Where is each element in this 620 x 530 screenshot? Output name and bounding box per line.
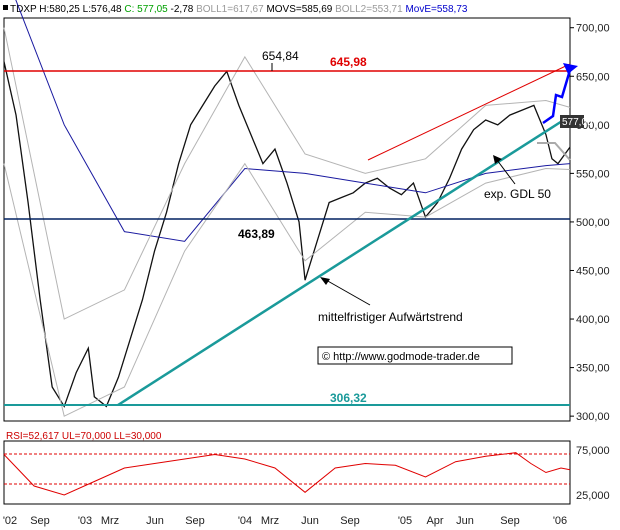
header-close: C: 577,05 bbox=[124, 4, 168, 15]
rsi-y-tick-label: 25,000 bbox=[576, 490, 610, 502]
rsi-y-tick-label: 75,000 bbox=[576, 445, 610, 457]
y-tick-label: 450,00 bbox=[576, 265, 610, 277]
x-tick-label: '04 bbox=[238, 515, 252, 527]
header-square-icon bbox=[3, 5, 8, 10]
gray-projection bbox=[537, 142, 571, 161]
x-axis: '02 Sep '03 Mrz Jun Sep '04 Mrz Jun Sep '05 Apr Jun S… bbox=[3, 515, 567, 527]
y-tick-label: 650,00 bbox=[576, 71, 610, 83]
y-tick-label: 600,00 bbox=[576, 120, 610, 132]
high-label: 654,84 bbox=[262, 49, 299, 63]
header-movs: MOVS=585,69 bbox=[266, 4, 332, 15]
header-high: H:580,25 bbox=[39, 4, 80, 15]
trend-pointer bbox=[325, 279, 371, 306]
header-low: L:576,48 bbox=[83, 4, 122, 15]
x-tick-label: '03 bbox=[78, 515, 92, 527]
x-tick-label: '05 bbox=[398, 515, 412, 527]
x-tick-label: Sep bbox=[30, 515, 50, 527]
header: TDXP H:580,25 L:576,48 C: 577,05 -2,78 B… bbox=[3, 4, 468, 15]
rsi-y-axis: 25,000 75,000 bbox=[576, 445, 610, 502]
y-tick-label: 500,00 bbox=[576, 217, 610, 229]
trend-pointer-arrowhead-icon bbox=[320, 277, 330, 285]
header-boll1: BOLL1=617,67 bbox=[196, 4, 264, 15]
x-tick-label: Jun bbox=[301, 515, 319, 527]
x-tick-label: '06 bbox=[553, 515, 567, 527]
x-tick-label: Sep bbox=[185, 515, 205, 527]
trend-label: mittelfristiger Aufwärtstrend bbox=[318, 310, 463, 324]
header-change: -2,78 bbox=[171, 4, 194, 15]
y-axis: 300,00 350,00 400,00 450,00 500,00 550,00 600,… bbox=[570, 23, 610, 423]
x-tick-label: Sep bbox=[340, 515, 360, 527]
copyright-text: © http://www.godmode-trader.de bbox=[322, 351, 480, 363]
projection-arrow bbox=[542, 69, 572, 125]
last-price-badge bbox=[560, 115, 584, 128]
series-move-line bbox=[15, 0, 571, 242]
y-tick-label: 300,00 bbox=[576, 411, 610, 423]
header-move: MovE=558,73 bbox=[405, 4, 467, 15]
svg-text:TDXP H:580,25 L:57: TDXP H:580,25 L:576,48 C: 577,05 -2,78 B… bbox=[10, 4, 468, 15]
series-boll1-line bbox=[3, 27, 571, 320]
x-tick-label: Jun bbox=[146, 515, 164, 527]
x-tick-label: '02 bbox=[3, 515, 17, 527]
gdl-pointer bbox=[496, 159, 516, 185]
rsi-line bbox=[3, 452, 571, 496]
series-boll2-line bbox=[3, 162, 571, 417]
gdl-label: exp. GDL 50 bbox=[484, 187, 551, 201]
x-tick-label: Jun bbox=[456, 515, 474, 527]
x-tick-label: Apr bbox=[426, 515, 443, 527]
uptrend-line bbox=[117, 114, 571, 407]
last-price-label: 577,05 bbox=[562, 117, 593, 128]
rsi-header: RSI=52,617 UL=70,000 LL=30,000 bbox=[6, 431, 162, 442]
series-tdxp-line bbox=[3, 61, 571, 408]
support-label: 463,89 bbox=[238, 227, 275, 241]
x-tick-label: Mrz bbox=[101, 515, 119, 527]
y-tick-label: 700,00 bbox=[576, 23, 610, 35]
gdl-pointer-arrowhead-icon bbox=[493, 155, 502, 164]
x-tick-label: Mrz bbox=[261, 515, 279, 527]
resistance-label: 645,98 bbox=[330, 55, 367, 69]
y-tick-label: 550,00 bbox=[576, 168, 610, 180]
low-label: 306,32 bbox=[330, 391, 367, 405]
x-tick-label: Sep bbox=[500, 515, 520, 527]
copyright-box bbox=[317, 346, 513, 365]
rsi-panel bbox=[3, 440, 571, 505]
upper-channel-line bbox=[367, 63, 571, 161]
y-tick-label: 400,00 bbox=[576, 314, 610, 326]
y-tick-label: 350,00 bbox=[576, 363, 610, 375]
projection-arrowhead-icon bbox=[563, 63, 578, 74]
header-symbol: TDXP bbox=[10, 4, 37, 15]
header-boll2: BOLL2=553,71 bbox=[335, 4, 403, 15]
